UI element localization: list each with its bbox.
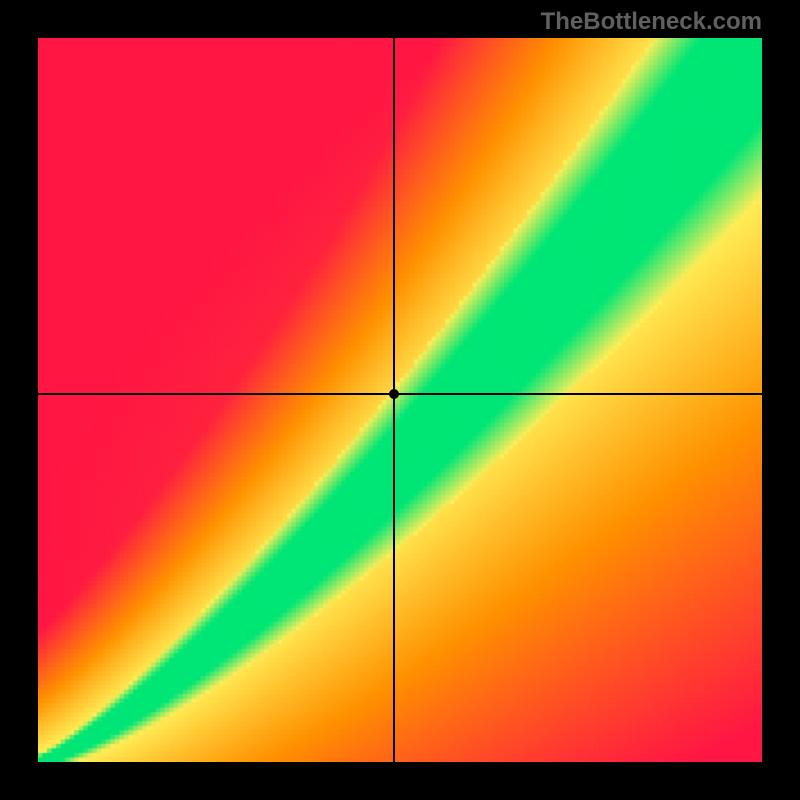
watermark-text: TheBottleneck.com — [541, 8, 762, 36]
crosshair-horizontal — [38, 393, 762, 395]
crosshair-vertical — [393, 38, 395, 762]
chart-container: TheBottleneck.com — [0, 0, 800, 800]
bottleneck-heatmap — [38, 38, 762, 762]
